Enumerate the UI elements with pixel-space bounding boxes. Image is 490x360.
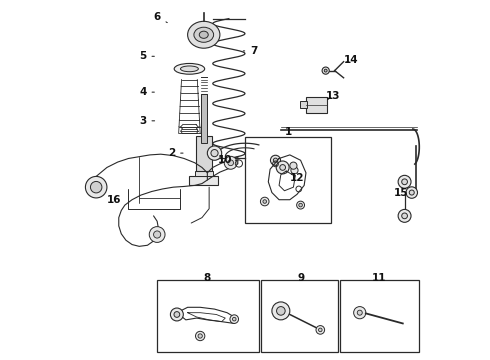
Text: 14: 14 — [343, 55, 358, 65]
Text: 6: 6 — [153, 12, 167, 23]
Text: 15: 15 — [394, 188, 408, 198]
Circle shape — [263, 200, 267, 203]
Circle shape — [224, 156, 237, 169]
Bar — [200, 94, 207, 144]
Circle shape — [398, 210, 411, 222]
Circle shape — [406, 187, 417, 198]
Text: 1: 1 — [284, 127, 292, 136]
Text: 9: 9 — [297, 273, 304, 283]
Circle shape — [174, 312, 180, 318]
Bar — [306, 97, 327, 113]
Text: 7: 7 — [243, 46, 258, 56]
Circle shape — [91, 181, 102, 193]
Circle shape — [354, 307, 366, 319]
Circle shape — [270, 155, 280, 165]
Circle shape — [273, 158, 278, 162]
Circle shape — [260, 197, 269, 206]
Text: 4: 4 — [139, 87, 154, 97]
Bar — [195, 171, 213, 176]
Circle shape — [276, 161, 289, 174]
Circle shape — [357, 310, 362, 315]
Text: 8: 8 — [204, 273, 211, 283]
Circle shape — [296, 201, 304, 209]
Circle shape — [85, 176, 107, 198]
Circle shape — [299, 203, 302, 207]
Circle shape — [290, 162, 297, 169]
Circle shape — [230, 315, 239, 323]
Text: 13: 13 — [326, 91, 340, 101]
Circle shape — [398, 175, 411, 188]
Ellipse shape — [194, 27, 214, 42]
Circle shape — [276, 307, 285, 315]
Ellipse shape — [188, 21, 220, 48]
Circle shape — [196, 331, 205, 341]
Bar — [196, 136, 212, 171]
Text: 3: 3 — [139, 116, 155, 126]
Circle shape — [228, 160, 234, 166]
Circle shape — [291, 167, 298, 174]
Text: 2: 2 — [168, 148, 183, 158]
Circle shape — [318, 328, 322, 332]
Bar — [157, 280, 259, 352]
Circle shape — [322, 67, 329, 74]
Text: 16: 16 — [107, 195, 122, 205]
Circle shape — [280, 165, 286, 170]
Circle shape — [272, 302, 290, 320]
Circle shape — [324, 69, 327, 72]
Circle shape — [211, 149, 218, 157]
Circle shape — [409, 190, 414, 195]
Circle shape — [232, 318, 236, 321]
Circle shape — [316, 325, 324, 334]
Text: 5: 5 — [139, 51, 154, 61]
Bar — [299, 101, 307, 108]
Circle shape — [149, 226, 165, 242]
Ellipse shape — [174, 63, 205, 74]
Bar — [261, 280, 338, 352]
Circle shape — [198, 334, 202, 338]
Text: 12: 12 — [290, 173, 304, 183]
Bar — [340, 280, 419, 352]
Text: 11: 11 — [372, 273, 387, 283]
Circle shape — [153, 231, 161, 238]
Circle shape — [171, 308, 183, 321]
Circle shape — [402, 213, 408, 219]
Circle shape — [402, 179, 408, 185]
Bar — [245, 137, 331, 223]
Ellipse shape — [180, 66, 198, 72]
Bar — [190, 176, 218, 185]
Circle shape — [207, 146, 221, 160]
Ellipse shape — [199, 31, 208, 39]
Text: 10: 10 — [218, 155, 236, 165]
